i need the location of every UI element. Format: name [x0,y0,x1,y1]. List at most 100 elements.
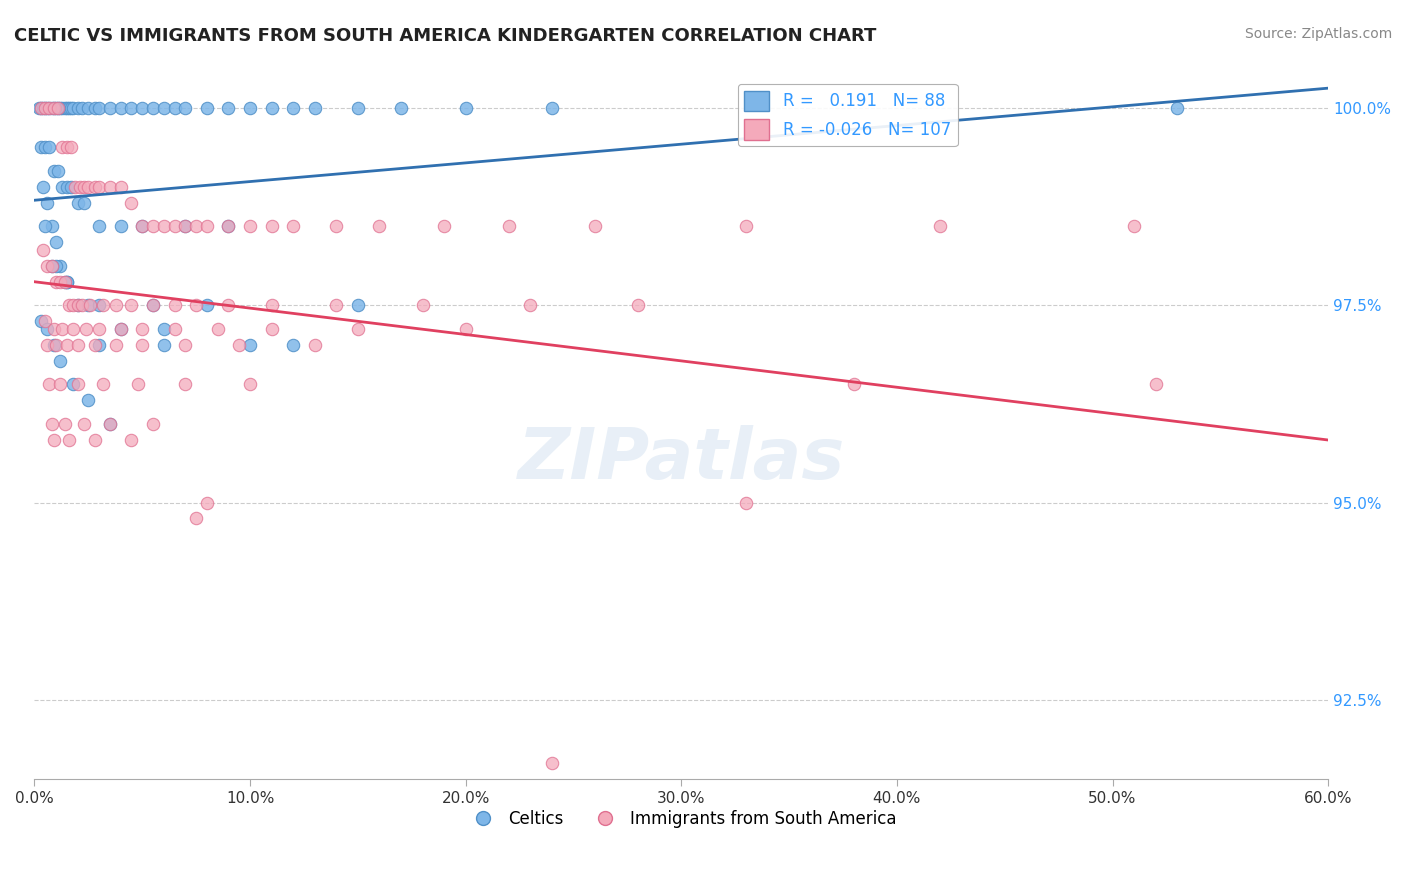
Point [60,140,83,154]
Point [34,314,56,328]
Point [62,322,84,336]
Point [60,101,83,115]
Point [174,101,197,115]
Point [49,377,72,392]
Point [42,164,65,178]
Point [120,298,142,312]
Point [346,298,368,312]
Point [60,180,83,194]
Point [46,101,69,115]
Point [110,101,132,115]
Point [98,180,121,194]
Point [53,275,76,289]
Point [368,219,391,234]
Point [66,338,89,352]
Point [260,298,283,312]
Point [98,101,121,115]
Point [142,298,165,312]
Point [42,433,65,447]
Point [37,322,59,336]
Point [174,338,197,352]
Point [83,338,105,352]
Point [55,101,77,115]
Point [28,101,51,115]
Point [105,298,128,312]
Point [105,338,128,352]
Point [51,140,73,154]
Point [45,235,67,249]
Point [583,219,606,234]
Point [87,338,110,352]
Point [65,180,87,194]
Point [79,298,101,312]
Point [174,377,197,392]
Point [66,101,89,115]
Point [433,219,456,234]
Point [53,275,76,289]
Point [38,101,60,115]
Point [49,101,72,115]
Point [239,338,262,352]
Point [163,298,186,312]
Point [58,101,80,115]
Text: ZIPatlas: ZIPatlas [517,425,845,494]
Point [62,298,84,312]
Point [98,417,121,431]
Point [70,101,93,115]
Point [87,180,110,194]
Point [281,101,304,115]
Point [735,219,758,234]
Point [735,496,758,510]
Point [34,101,56,115]
Point [217,298,239,312]
Point [207,322,229,336]
Point [58,298,80,312]
Point [83,180,105,194]
Point [163,101,186,115]
Point [42,101,65,115]
Point [1209,788,1232,802]
Legend: Celtics, Immigrants from South America: Celtics, Immigrants from South America [460,803,903,835]
Point [87,298,110,312]
Point [454,322,477,336]
Point [38,101,60,115]
Point [120,101,142,115]
Point [73,195,96,210]
Point [239,101,262,115]
Point [41,219,63,234]
Point [73,180,96,194]
Point [66,377,89,392]
Point [66,195,89,210]
Point [34,101,56,115]
Point [83,433,105,447]
Point [304,101,326,115]
Point [51,101,73,115]
Point [110,219,132,234]
Point [142,417,165,431]
Point [93,377,115,392]
Point [45,101,67,115]
Point [184,219,207,234]
Point [30,101,52,115]
Point [239,219,262,234]
Point [304,338,326,352]
Point [38,377,60,392]
Point [195,101,218,115]
Point [37,338,59,352]
Point [51,180,73,194]
Point [120,433,142,447]
Point [131,338,153,352]
Point [454,101,477,115]
Point [184,511,207,525]
Point [62,101,84,115]
Point [46,164,69,178]
Point [281,219,304,234]
Point [174,219,197,234]
Point [389,101,412,115]
Point [1144,377,1167,392]
Text: Source: ZipAtlas.com: Source: ZipAtlas.com [1244,27,1392,41]
Point [498,219,520,234]
Point [142,219,165,234]
Point [70,298,93,312]
Point [228,338,250,352]
